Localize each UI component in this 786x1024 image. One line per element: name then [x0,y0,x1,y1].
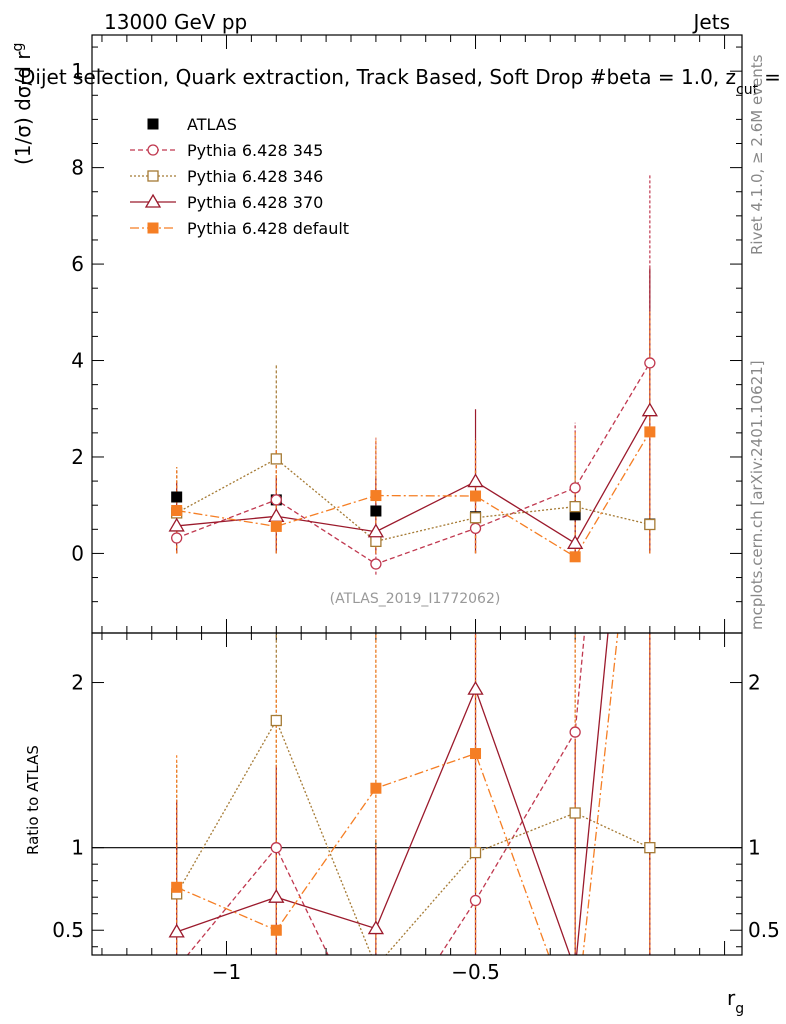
ratio-p345-point [569,726,581,738]
main-p346-point [370,535,382,548]
ratio-pdef-point [370,782,382,794]
legend-label-data: ATLAS [187,115,237,134]
main-pdef-point [569,551,581,563]
main-p370-point [168,517,185,532]
ratio-panel-frame [91,632,743,956]
main-p346-point [469,512,482,524]
main-p345-line [176,362,651,565]
ratio-p346-point [469,846,482,859]
ratio-p370-line [176,633,609,955]
main-panel-ticks: 0 2 4 6 8 1 [71,35,742,633]
main-p370-point [268,508,285,522]
legend-marker-data [147,118,159,130]
ratio-pdef-point [171,881,183,893]
legend: ATLAS Pythia 6.428 345 Pythia 6.428 346 Pyt… [130,115,349,238]
ratio-ytick-label: 0.5 [52,918,84,942]
main-p370-point [641,402,658,417]
x-tick-label: −1 [212,960,241,984]
main-data-point [171,491,183,503]
main-ytick-label: 8 [71,156,84,180]
main-pdef-point [270,520,282,532]
ratio-p346-point [371,962,381,972]
ratio-p345-point [172,963,182,973]
ratio-ytick-label: 1 [71,836,84,860]
plot-title: Dijet selection, Quark extraction, Track… [20,65,781,98]
main-pdef-point [644,426,656,438]
ratio-p370-point [467,680,484,695]
x-axis-label: rg [727,986,744,1017]
main-p346-point [569,500,581,513]
main-ytick-label: 0 [71,541,84,565]
ratio-ytick-label: 2 [71,671,84,695]
main-ylabel-text: (1/σ) dσ/d r [11,51,35,165]
beam-label: 13000 GeV pp [104,10,247,34]
ratio-p346-line [176,719,651,955]
ratio-p346-point [569,807,581,819]
main-data-point [370,505,382,517]
ratio-panel-series [168,633,656,975]
plot-title-main: Dijet selection, Quark extraction, Track… [20,65,736,89]
main-p370-line [176,410,651,545]
plot-title-tail: = [764,65,781,89]
ratio-ytick-label-right: 0.5 [748,918,780,942]
ratio-p370-point [168,923,185,938]
main-p370-point [467,473,484,488]
legend-label-p346: Pythia 6.428 346 [187,167,323,186]
main-p370-point [367,523,385,538]
ratio-ylabel: Ratio to ATLAS [24,745,42,855]
legend-label-pdef: Pythia 6.428 default [187,219,349,238]
main-ylabel-sub: g [10,43,26,52]
ratio-panel-ticks: −1 −0.5 0.5 0.5 1 1 2 2 [52,633,780,984]
legend-label-p370: Pythia 6.428 370 [187,193,323,212]
main-p345-point [469,522,482,534]
ratio-p370-point [568,963,582,975]
x-tick-label: −0.5 [451,960,500,984]
legend-marker-p346 [147,170,159,182]
main-pdef-point [370,490,382,502]
ratio-p345-point [469,894,482,907]
process-label: Jets [692,10,730,34]
analysis-watermark: (ATLAS_2019_I1772062) [330,591,501,607]
main-p345-point [171,532,183,544]
main-ytick-label: 4 [71,349,84,373]
main-p346-line [176,458,651,543]
main-p345-point [569,482,581,494]
main-p370-point [567,535,584,549]
main-p345-point [270,494,282,506]
ratio-ytick-label-right: 1 [748,836,761,860]
main-pdef-line [176,431,651,558]
ratio-p370-point [268,888,285,903]
ratio-pdef-point [270,924,282,936]
main-ytick-label: 1 [71,59,84,83]
main-p346-point [270,453,282,465]
legend-label-p345: Pythia 6.428 345 [187,141,323,160]
main-p346-point [644,518,656,531]
rivet-label: Rivet 4.1.0, ≥ 2.6M events [748,54,766,255]
main-pdef-point [470,490,482,502]
ratio-p346-point [644,842,656,854]
main-panel-series [168,174,658,575]
ratio-p345-line [186,633,586,955]
ratio-ytick-label-right: 2 [748,671,761,695]
main-pdef-point [171,505,183,517]
legend-marker-pdef [147,222,159,234]
ratio-p345-point [270,842,282,854]
ratio-pdef-line [176,633,619,955]
x-axis-label-sub: g [735,1001,744,1017]
ratio-p370-point [367,920,385,935]
main-ytick-label: 6 [71,252,84,276]
legend-marker-p345 [147,144,159,156]
legend-marker-p370 [144,193,162,208]
x-axis-label-text: r [727,986,736,1010]
ratio-p346-point [270,714,282,727]
main-p345-point [370,558,382,570]
main-p345-point [644,357,656,369]
main-ylabel: (1/σ) dσ/d rg [10,43,35,165]
mcplots-label: mcplots.cern.ch [arXiv:2401.10621] [748,360,766,630]
ratio-pdef-point [470,748,482,760]
main-ytick-label: 2 [71,445,84,469]
